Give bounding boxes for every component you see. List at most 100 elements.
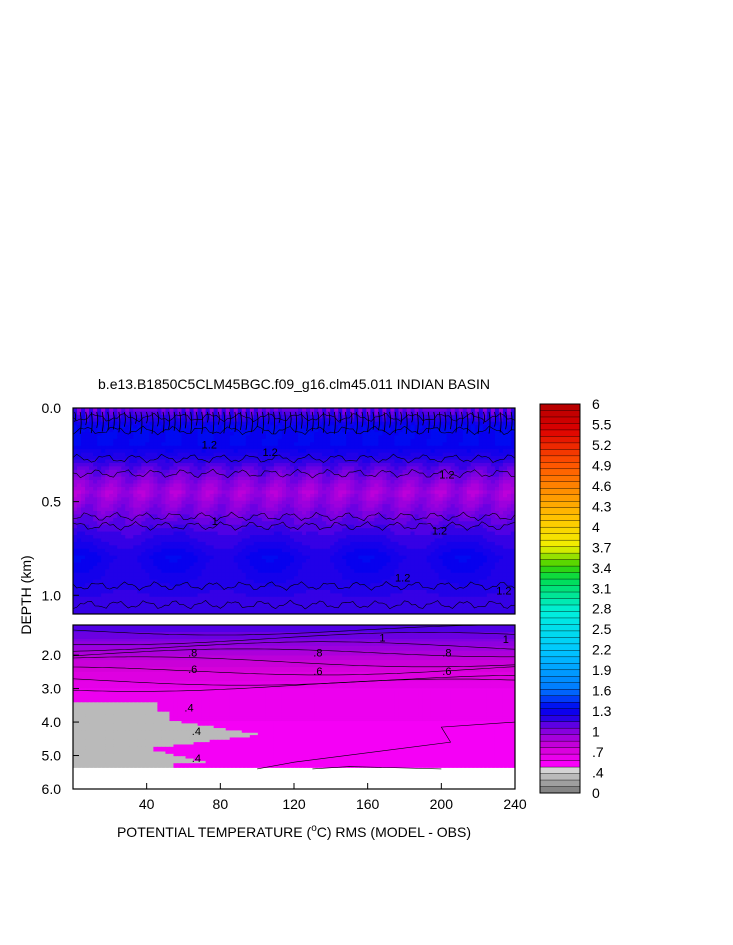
heatmap-cell [121,538,126,543]
heatmap-cell [233,490,239,495]
heatmap-cell [157,456,162,461]
heatmap-cell [326,559,331,564]
heatmap-cell [161,507,167,512]
heatmap-cell [346,432,351,437]
heatmap-cell [442,438,448,443]
heatmap-cell [374,425,379,430]
heatmap-cell [422,445,428,450]
heatmap-cell [366,486,371,491]
heatmap-cell [277,514,283,519]
heatmap-cell [302,524,307,529]
heatmap-cell [109,555,114,560]
heatmap-cell [490,504,496,509]
heatmap-cell [462,535,468,540]
heatmap-cell [382,462,388,467]
heatmap-cell [374,531,379,536]
heatmap-cell [422,421,428,426]
heatmap-cell [454,548,460,553]
heatmap-cell [213,476,219,481]
heatmap-cell [145,545,150,550]
heatmap-cell [318,517,323,522]
heatmap-cell [322,432,327,437]
heatmap-cell [101,449,106,454]
heatmap-cell [430,559,436,564]
heatmap-cell [177,541,183,546]
heatmap-cell [277,459,283,464]
heatmap-cell [422,545,428,550]
heatmap-cell [281,466,287,471]
heatmap-cell [149,559,154,564]
heatmap-cell [354,548,359,553]
heatmap-cell [93,438,98,443]
heatmap-cell [97,486,102,491]
heatmap-cell [318,531,323,536]
heatmap-cell [342,507,347,512]
heatmap-cell [374,548,379,553]
heatmap-cell [490,432,496,437]
heatmap-cell [137,425,142,430]
heatmap-cell [438,497,444,502]
heatmap-cell [346,442,351,447]
heatmap-cell [298,507,303,512]
heatmap-cell [105,418,110,423]
heatmap-cell [201,411,207,416]
heatmap-cell [402,504,408,509]
heatmap-cell [310,435,315,440]
heatmap-cell [249,449,255,454]
heatmap-cell [213,545,219,550]
heatmap-cell [113,486,118,491]
heatmap-cell [414,497,420,502]
heatmap-cell [458,473,464,478]
heatmap-cell [277,445,283,450]
heatmap-cell [382,545,388,550]
heatmap-cell [342,524,347,529]
heatmap-cell [490,500,496,505]
heatmap-cell [109,562,114,567]
heatmap-cell [181,524,187,529]
heatmap-cell [386,473,392,478]
heatmap-cell [442,514,448,519]
heatmap-cell [285,483,291,488]
heatmap-cell [362,552,367,557]
heatmap-cell [362,411,367,416]
heatmap-cell [185,493,191,498]
heatmap-cell [101,456,106,461]
heatmap-cell [502,421,508,426]
heatmap-cell [402,469,408,474]
heatmap-cell [430,418,436,423]
heatmap-cell [446,521,452,526]
heatmap-cell [221,445,227,450]
heatmap-cell [265,497,271,502]
heatmap-cell [137,538,142,543]
heatmap-cell [233,555,239,560]
heatmap-cell [470,535,476,540]
heatmap-cell [245,497,251,502]
heatmap-cell [310,418,315,423]
heatmap-cell [233,483,239,488]
heatmap-cell [374,497,379,502]
heatmap-cell [117,486,122,491]
heatmap-cell [241,552,247,557]
heatmap-cell [478,545,484,550]
heatmap-cell [261,418,267,423]
heatmap-cell [193,500,199,505]
heatmap-cell [173,480,179,485]
heatmap-cell [149,418,154,423]
heatmap-cell [137,507,142,512]
heatmap-cell [257,531,263,536]
heatmap-cell [498,469,504,474]
heatmap-cell [302,531,307,536]
heatmap-cell [394,486,400,491]
heatmap-cell [414,445,420,450]
heatmap-cell [129,541,134,546]
heatmap-cell [310,445,315,450]
heatmap-cell [141,469,146,474]
heatmap-cell [302,541,307,546]
heatmap-cell [298,545,303,550]
heatmap-cell [93,456,98,461]
heatmap-cell [217,514,223,519]
heatmap-cell [201,421,207,426]
heatmap-cell [141,445,146,450]
heatmap-cell [257,545,263,550]
heatmap-cell [378,517,383,522]
